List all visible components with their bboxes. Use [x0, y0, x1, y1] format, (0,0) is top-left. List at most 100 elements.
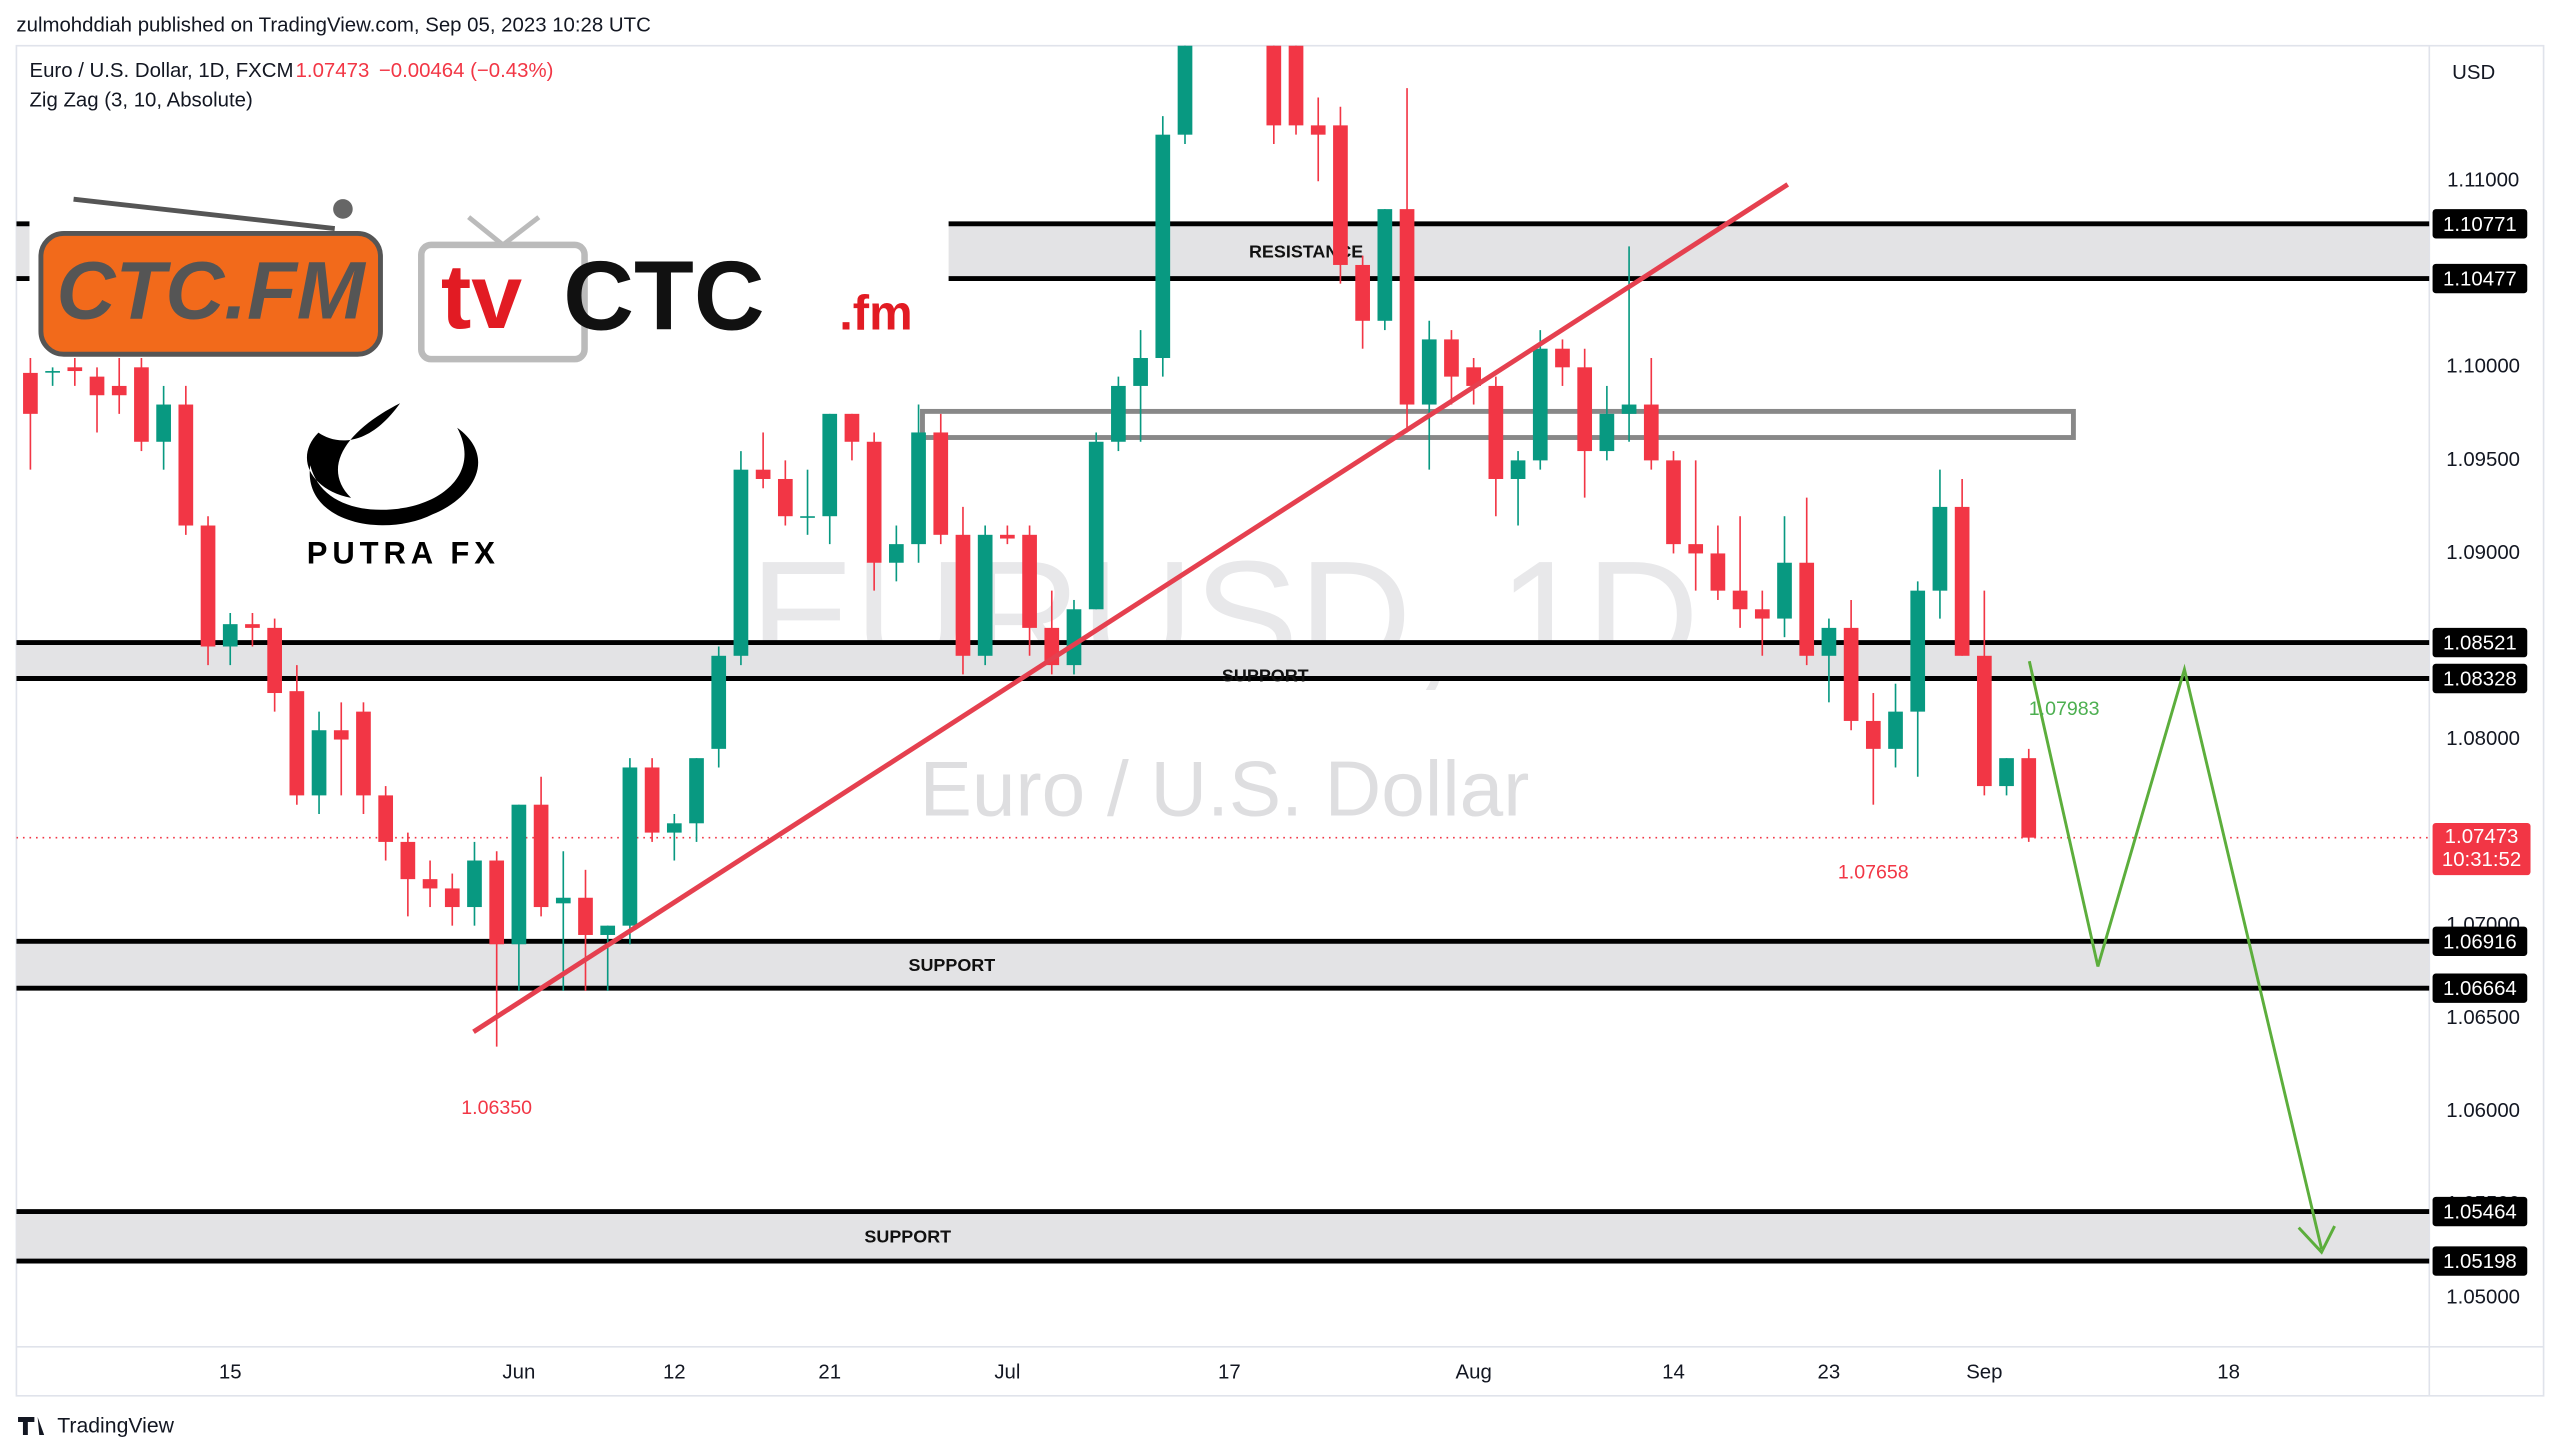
candle-body [1288, 45, 1304, 126]
zone [16, 1211, 2430, 1262]
candle-body [1954, 506, 1970, 656]
candle-body [89, 376, 105, 396]
candle-body [1555, 348, 1570, 368]
candle-body [1688, 544, 1704, 554]
y-tick-label: 1.10000 [2446, 356, 2520, 378]
candle-body [1022, 534, 1037, 628]
footer: TradingView [57, 1414, 174, 1437]
candle-body [1821, 627, 1837, 656]
candle-body [1421, 339, 1437, 405]
candle-body [1066, 609, 1082, 666]
price-tag [2432, 209, 2528, 239]
candle-body [1910, 590, 1926, 712]
candle-body [1621, 404, 1637, 414]
candle-body [777, 478, 793, 517]
zigzag-label: 1.07983 [2029, 698, 2100, 720]
candle-body [1355, 264, 1370, 321]
price-tag [2432, 926, 2528, 956]
candle-body [45, 371, 60, 373]
ctcfm-badge [38, 231, 383, 357]
candle-body [1932, 506, 1948, 591]
currency[interactable]: USD [2452, 62, 2495, 84]
y-tick-label: 1.05000 [2446, 1286, 2520, 1308]
candle-body [1754, 609, 1770, 619]
trend-line [472, 182, 1790, 1034]
candle-body [889, 544, 904, 563]
candle-body [23, 372, 38, 414]
candle-body [1976, 655, 1992, 787]
countdown: 10:31:52 [2442, 849, 2521, 871]
tv-frame [418, 241, 588, 363]
price-tag-label: 1.06916 [2443, 931, 2517, 953]
candle-body [178, 404, 194, 526]
antenna-knob [333, 199, 353, 219]
candle-body [1377, 209, 1393, 321]
price-tag [2432, 263, 2528, 294]
candle-body [644, 767, 660, 833]
candle-body [1777, 562, 1792, 619]
candle-body [1000, 534, 1015, 539]
last-price-tag-label: 1.07473 [2445, 826, 2519, 848]
x-tick-label: 17 [1218, 1361, 1241, 1383]
price-tag-label: 1.05198 [2443, 1251, 2517, 1273]
candle-body [822, 413, 838, 517]
candle-body [467, 860, 482, 908]
candle-body [1488, 385, 1504, 479]
candle-body [1333, 125, 1348, 265]
y-tick-label: 1.09500 [2446, 449, 2520, 471]
candle-body [245, 624, 260, 628]
zigzag-label: 1.06350 [461, 1097, 532, 1119]
tv-logo [18, 1417, 45, 1436]
x-tick-label: 15 [219, 1361, 242, 1383]
candle-body [378, 795, 394, 842]
candle-body [933, 432, 949, 535]
symbol: Euro / U.S. Dollar, 1D, FXCM [29, 60, 293, 82]
last-price-tag [2432, 822, 2531, 876]
y-tick-label: 1.11000 [2447, 170, 2519, 192]
y-tick-label: 1.09000 [2446, 542, 2520, 564]
fm-text: .fm [839, 287, 912, 341]
candle-body [422, 879, 438, 889]
candle-body [1155, 134, 1171, 359]
candle-body [1466, 367, 1481, 386]
ctcfm-text: CTC.FM [57, 246, 367, 337]
price-tag-label: 1.08328 [2443, 669, 2517, 691]
candle-body [289, 691, 305, 796]
zone-label: SUPPORT [1222, 666, 1309, 686]
zone-label: SUPPORT [864, 1227, 951, 1247]
candle-body [666, 823, 682, 833]
candle-body [1510, 460, 1526, 479]
candle-body [444, 888, 460, 908]
candle-body [977, 534, 993, 656]
candle-body [2021, 758, 2037, 838]
pane: RESISTANCESUPPORTSUPPORTSUPPORT1.063501.… [16, 45, 2430, 1264]
y-tick-label: 1.08000 [2446, 728, 2520, 750]
candle-body [866, 441, 882, 563]
candle-body [1710, 553, 1726, 591]
candle-body [578, 897, 593, 935]
candle-body [1577, 367, 1593, 452]
price-tag-label: 1.10477 [2443, 269, 2517, 291]
price-tag-label: 1.08521 [2443, 633, 2517, 655]
y-tick-label: 1.06500 [2446, 1007, 2520, 1029]
change: −0.00464 (−0.43%) [379, 60, 554, 82]
candle-body [400, 841, 416, 880]
candle-body [622, 767, 638, 926]
candle-body [1732, 590, 1748, 610]
candle-body [1399, 209, 1415, 405]
candle-body [1444, 339, 1459, 377]
candle-body [200, 525, 216, 647]
x-tick-label: Jul [994, 1361, 1020, 1383]
candle-body [222, 624, 238, 647]
candle-body [1666, 460, 1681, 545]
candle-body [489, 860, 505, 945]
logos: CTC.FM tv CTC .fm PUTRA FX [38, 196, 913, 570]
candle-body [600, 925, 616, 935]
putra-text: PUTRA FX [307, 535, 500, 570]
tv-text: tv [441, 246, 522, 348]
candle-body [533, 804, 549, 908]
candle-body [689, 758, 704, 824]
antenna [73, 196, 336, 231]
candle-body [1599, 413, 1615, 452]
